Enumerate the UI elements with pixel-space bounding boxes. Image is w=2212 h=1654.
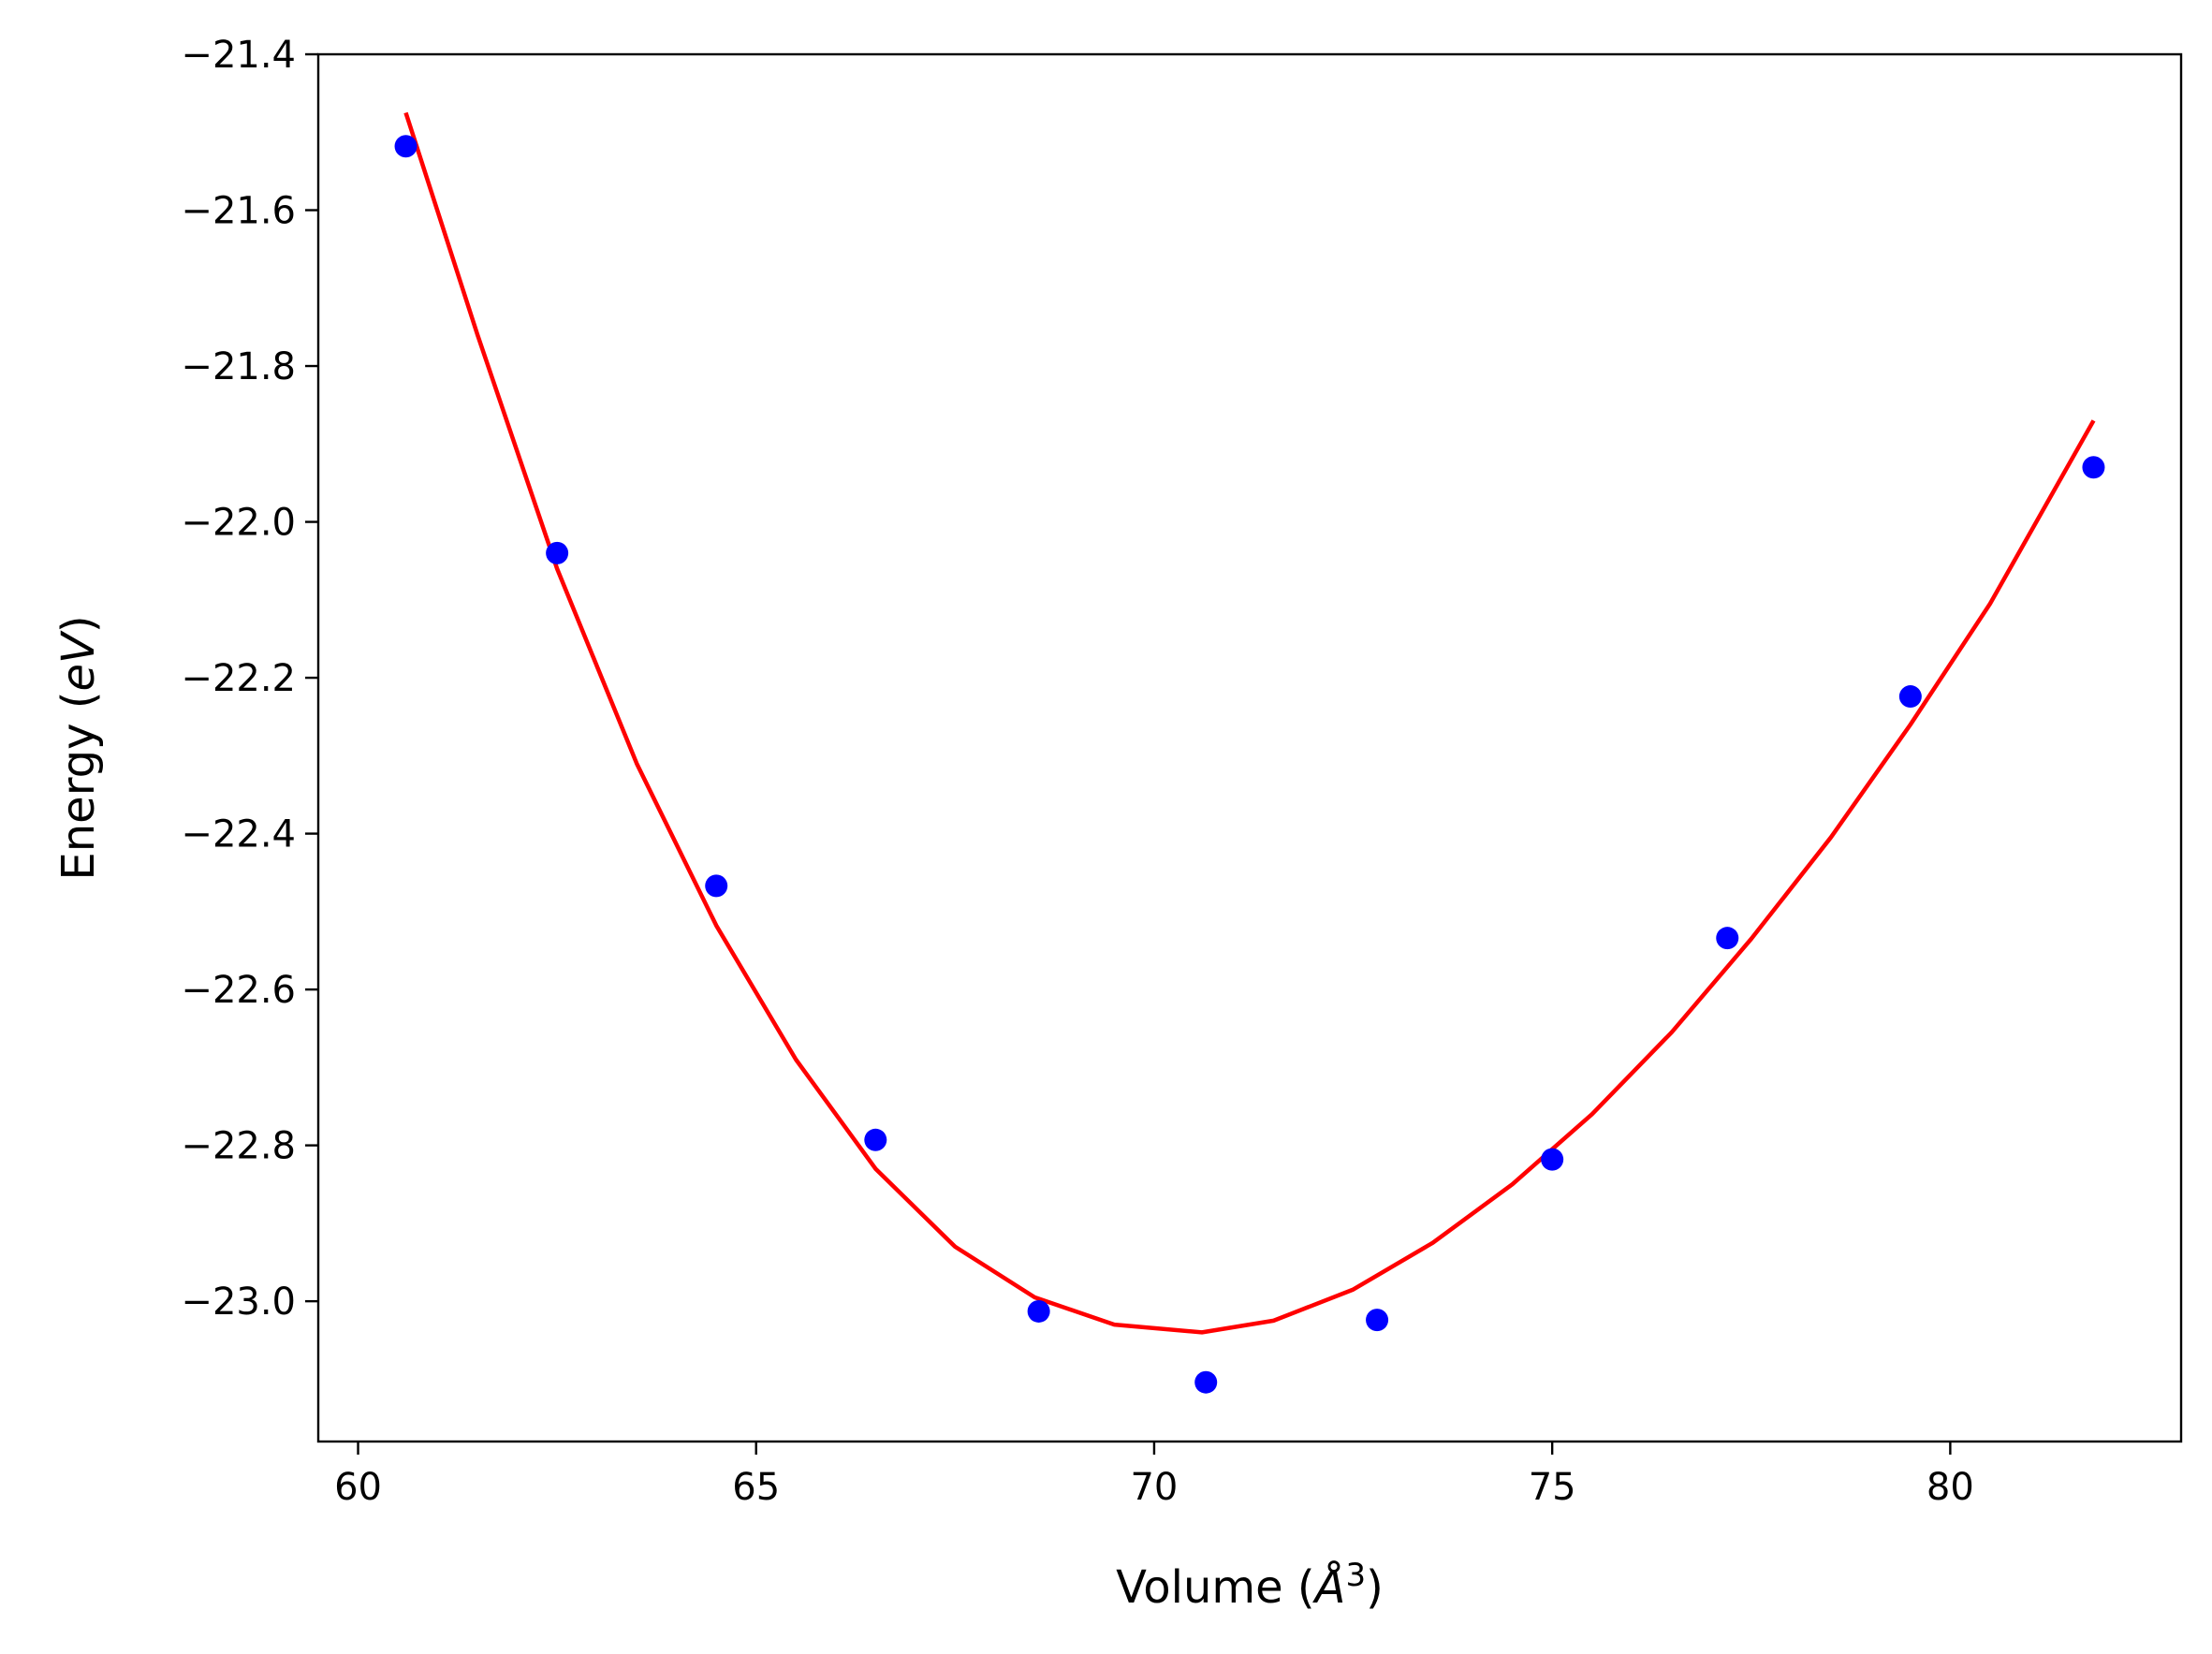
y-tick-label: −22.8 bbox=[181, 1125, 296, 1168]
x-axis-label-suffix: ) bbox=[1366, 1561, 1384, 1614]
data-point bbox=[1194, 1370, 1218, 1394]
data-point bbox=[705, 874, 728, 898]
y-axis-label-prefix: Energy ( bbox=[52, 692, 105, 881]
data-point bbox=[864, 1128, 887, 1151]
y-tick-label: −22.4 bbox=[181, 813, 296, 856]
y-axis-label: Energy (eV) bbox=[52, 615, 105, 880]
x-tick-label: 75 bbox=[1529, 1466, 1576, 1509]
x-tick-label: 80 bbox=[1926, 1466, 1974, 1509]
data-point bbox=[394, 135, 417, 158]
y-axis-label-unit: eV bbox=[52, 630, 105, 692]
y-axis-ticks: −21.4 −21.6 −21.8 −22.0 −22.2 −22.4 −22.6 −22.8… bbox=[181, 34, 318, 1324]
data-point bbox=[1716, 927, 1739, 950]
fit-curve-line bbox=[403, 111, 2096, 1335]
y-axis-label-suffix: ) bbox=[52, 615, 105, 633]
data-point bbox=[546, 541, 569, 564]
data-point bbox=[1366, 1309, 1389, 1332]
x-axis-ticks: 60 65 70 75 80 bbox=[334, 1442, 1974, 1509]
x-axis-label: Volume (Å3) bbox=[1116, 1557, 1384, 1614]
y-tick-label: −22.2 bbox=[181, 657, 296, 700]
plot-area bbox=[394, 111, 2105, 1394]
y-tick-label: −22.6 bbox=[181, 969, 296, 1012]
plot-frame bbox=[316, 52, 2183, 1443]
x-tick-label: 60 bbox=[334, 1466, 382, 1509]
data-point bbox=[2082, 456, 2105, 479]
x-axis-label-prefix: Volume ( bbox=[1116, 1561, 1315, 1614]
data-point bbox=[1898, 685, 1922, 709]
x-axis-label-exponent: 3 bbox=[1345, 1557, 1366, 1594]
x-tick-label: 70 bbox=[1130, 1466, 1178, 1509]
data-point bbox=[1027, 1299, 1050, 1323]
y-tick-label: −23.0 bbox=[181, 1281, 296, 1324]
y-tick-label: −21.8 bbox=[181, 345, 296, 388]
y-tick-label: −21.4 bbox=[181, 34, 296, 77]
x-axis-label-unit: Å bbox=[1312, 1560, 1346, 1614]
y-tick-label: −22.0 bbox=[181, 502, 296, 545]
data-point bbox=[1541, 1148, 1564, 1171]
y-tick-label: −21.6 bbox=[181, 190, 296, 233]
x-tick-label: 65 bbox=[732, 1466, 780, 1509]
